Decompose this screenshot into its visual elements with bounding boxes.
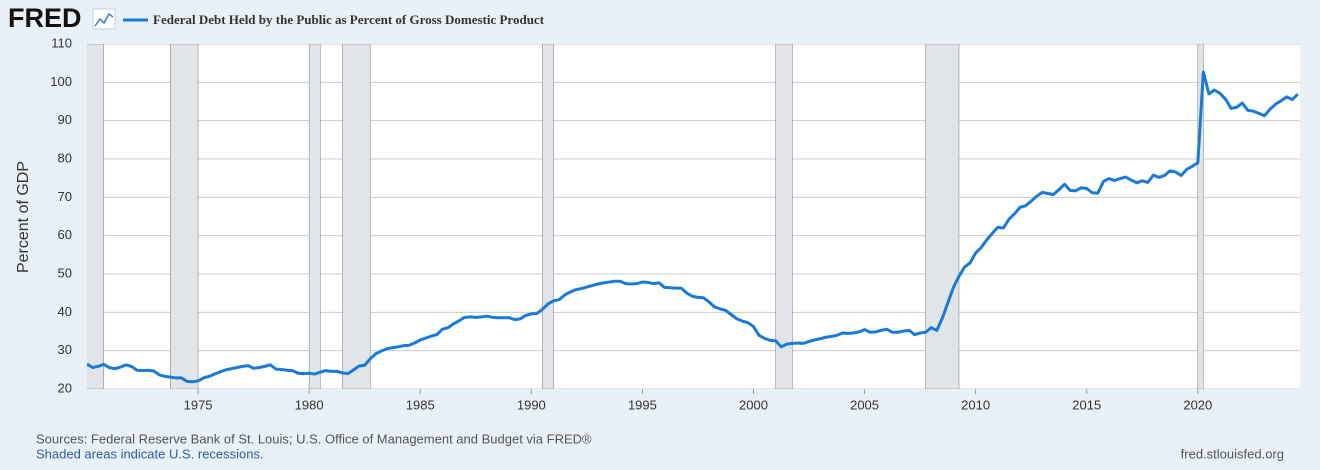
recession-note: Shaded areas indicate U.S. recessions. [36,446,264,461]
x-tick-label: 1985 [406,397,435,412]
data-line [87,70,1299,384]
recession-band [1197,44,1204,389]
x-tick-label: 2020 [1183,397,1212,412]
site-url: fred.stlouisfed.org [1181,446,1284,461]
y-tick-label: 40 [58,304,72,319]
x-tick-label: 2005 [850,397,879,412]
recession-band [542,44,554,389]
y-tick-label: 110 [51,35,72,50]
y-tick-label: 80 [58,150,72,165]
x-tick-label: 2000 [739,397,768,412]
logo: FRED [8,3,82,33]
y-tick-label: 20 [58,380,72,395]
y-tick-label: 60 [58,227,72,242]
y-tick-label: 70 [58,189,72,204]
recession-band [925,44,960,389]
y-tick-label: 50 [58,265,72,280]
recession-band [308,44,321,389]
recession-band [170,44,199,389]
y-tick-label: 30 [58,342,72,357]
sources: Sources: Federal Reserve Bank of St. Lou… [36,431,592,446]
recession-band [87,44,104,389]
legend-label: Federal Debt Held by the Public as Perce… [153,12,545,27]
y-tick-label: 90 [58,112,72,127]
y-axis-label: Percent of GDP [15,161,32,273]
recession-band [775,44,793,389]
x-tick-label: 1990 [517,397,546,412]
x-tick-label: 1995 [628,397,657,412]
plot [87,44,1300,389]
y-tick-label: 100 [50,74,72,89]
plot-area [87,44,1300,389]
x-tick-label: 2015 [1072,397,1101,412]
recession-band [342,44,371,389]
x-tick-label: 2010 [961,397,990,412]
logo-icon [92,8,116,30]
x-tick-label: 1980 [295,397,324,412]
x-tick-label: 1975 [184,397,213,412]
